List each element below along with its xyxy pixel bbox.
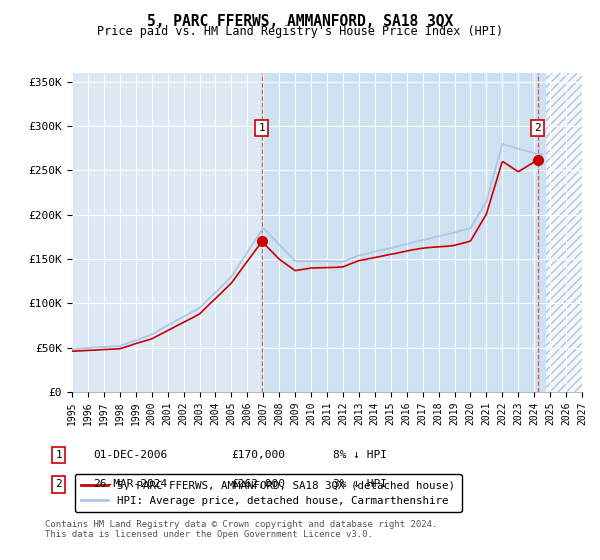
Bar bbox=[262, 73, 546, 392]
Text: 2: 2 bbox=[535, 123, 541, 133]
Text: 01-DEC-2006: 01-DEC-2006 bbox=[93, 450, 167, 460]
Text: 8% ↓ HPI: 8% ↓ HPI bbox=[333, 450, 387, 460]
Text: 2: 2 bbox=[55, 479, 62, 489]
Text: £170,000: £170,000 bbox=[231, 450, 285, 460]
Text: 3% ↓ HPI: 3% ↓ HPI bbox=[333, 479, 387, 489]
Text: 1: 1 bbox=[55, 450, 62, 460]
Text: £262,000: £262,000 bbox=[231, 479, 285, 489]
Text: Contains HM Land Registry data © Crown copyright and database right 2024.
This d: Contains HM Land Registry data © Crown c… bbox=[45, 520, 437, 539]
Text: 26-MAR-2024: 26-MAR-2024 bbox=[93, 479, 167, 489]
Bar bbox=[546, 73, 582, 392]
Text: 5, PARC FFERWS, AMMANFORD, SA18 3QX: 5, PARC FFERWS, AMMANFORD, SA18 3QX bbox=[147, 14, 453, 29]
Legend: 5, PARC FFERWS, AMMANFORD, SA18 3QX (detached house), HPI: Average price, detach: 5, PARC FFERWS, AMMANFORD, SA18 3QX (det… bbox=[75, 474, 461, 512]
Text: 1: 1 bbox=[259, 123, 265, 133]
Text: Price paid vs. HM Land Registry's House Price Index (HPI): Price paid vs. HM Land Registry's House … bbox=[97, 25, 503, 38]
